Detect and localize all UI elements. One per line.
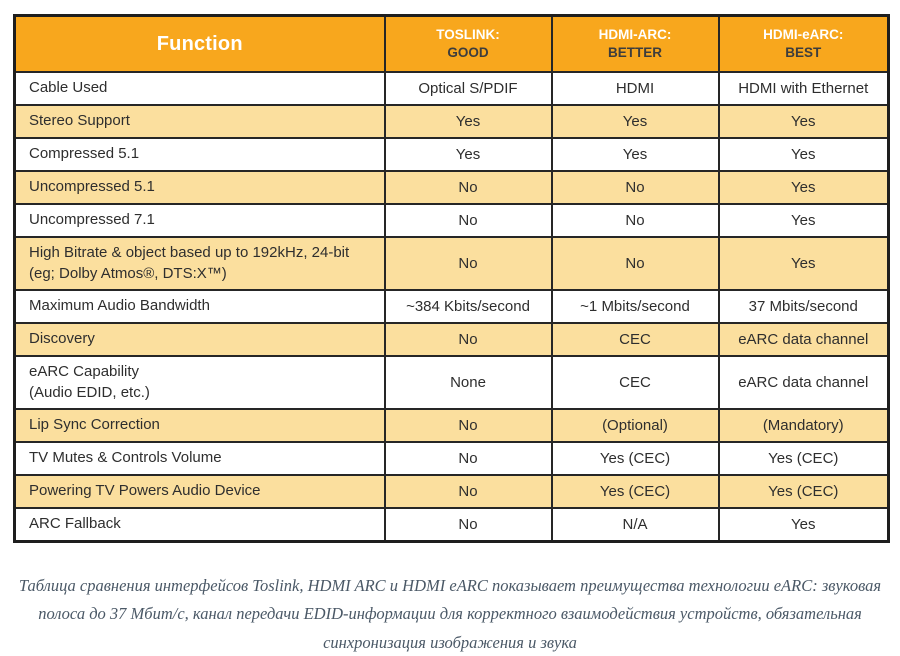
table-header: Function TOSLINK: GOOD HDMI-ARC: BETTER … bbox=[13, 14, 890, 73]
toslink-header-label: TOSLINK: bbox=[436, 26, 500, 42]
value-cell: No bbox=[383, 170, 553, 205]
table-row: TV Mutes & Controls Volume No Yes (CEC) Yes… bbox=[13, 441, 890, 476]
toslink-header-rating: GOOD bbox=[447, 45, 489, 60]
value-cell: Optical S/PDIF bbox=[383, 71, 553, 106]
function-cell: Cable Used bbox=[13, 71, 386, 106]
function-cell: eARC Capability (Audio EDID, etc.) bbox=[13, 355, 386, 410]
value-cell: ~384 Kbits/second bbox=[383, 289, 553, 324]
value-cell: No bbox=[383, 408, 553, 443]
value-cell: Yes bbox=[383, 137, 553, 172]
function-cell: ARC Fallback bbox=[13, 507, 386, 542]
value-cell: Yes bbox=[717, 236, 890, 291]
hdmi-earc-header-cell: HDMI-eARC: BEST bbox=[717, 14, 890, 73]
value-cell: Yes bbox=[717, 203, 890, 238]
value-cell: Yes bbox=[550, 104, 720, 139]
value-cell: Yes bbox=[717, 170, 890, 205]
figure-caption-text: Таблица сравнения интерфейсов Toslink, H… bbox=[18, 576, 882, 652]
value-cell: No bbox=[550, 236, 720, 291]
function-cell: TV Mutes & Controls Volume bbox=[13, 441, 386, 476]
hdmi-earc-header-label: HDMI-eARC: bbox=[763, 26, 844, 42]
value-cell: Yes bbox=[550, 137, 720, 172]
value-cell: No bbox=[383, 507, 553, 542]
value-cell: (Mandatory) bbox=[717, 408, 890, 443]
table-row: Compressed 5.1 Yes Yes Yes bbox=[13, 137, 890, 172]
header-row: Function TOSLINK: GOOD HDMI-ARC: BETTER … bbox=[13, 14, 890, 73]
table-row: Cable Used Optical S/PDIF HDMI HDMI with Et… bbox=[13, 71, 890, 106]
value-cell: No bbox=[383, 236, 553, 291]
value-cell: Yes bbox=[717, 137, 890, 172]
value-cell: eARC data channel bbox=[717, 355, 890, 410]
table-row: Lip Sync Correction No (Optional) (Mandator… bbox=[13, 408, 890, 443]
hdmi-arc-header-label: HDMI-ARC: bbox=[598, 26, 672, 42]
value-cell: 37 Mbits/second bbox=[717, 289, 890, 324]
value-cell: No bbox=[550, 170, 720, 205]
table-row: Uncompressed 5.1 No No Yes bbox=[13, 170, 890, 205]
hdmi-earc-header-rating: BEST bbox=[785, 45, 822, 60]
value-cell: None bbox=[383, 355, 553, 410]
value-cell: CEC bbox=[550, 322, 720, 357]
table-row: High Bitrate & object based up to 192kHz… bbox=[13, 236, 890, 291]
value-cell: ~1 Mbits/second bbox=[550, 289, 720, 324]
value-cell: No bbox=[383, 203, 553, 238]
function-cell: Lip Sync Correction bbox=[13, 408, 386, 443]
function-cell: Compressed 5.1 bbox=[13, 137, 386, 172]
value-cell: Yes (CEC) bbox=[550, 441, 720, 476]
function-header-cell: Function bbox=[13, 14, 386, 73]
table-row: Discovery No CEC eARC data channel bbox=[13, 322, 890, 357]
value-cell: Yes bbox=[717, 104, 890, 139]
value-cell: Yes (CEC) bbox=[550, 474, 720, 509]
function-cell: Stereo Support bbox=[13, 104, 386, 139]
table-row: ARC Fallback No N/A Yes bbox=[13, 507, 890, 542]
value-cell: No bbox=[383, 322, 553, 357]
table-row: Uncompressed 7.1 No No Yes bbox=[13, 203, 890, 238]
toslink-header-cell: TOSLINK: GOOD bbox=[383, 14, 553, 73]
function-cell: Uncompressed 7.1 bbox=[13, 203, 386, 238]
value-cell: Yes bbox=[717, 507, 890, 542]
value-cell: Yes (CEC) bbox=[717, 474, 890, 509]
value-cell: Yes (CEC) bbox=[717, 441, 890, 476]
value-cell: CEC bbox=[550, 355, 720, 410]
value-cell: (Optional) bbox=[550, 408, 720, 443]
value-cell: N/A bbox=[550, 507, 720, 542]
function-cell: Uncompressed 5.1 bbox=[13, 170, 386, 205]
figure-caption: Таблица сравнения интерфейсов Toslink, H… bbox=[0, 572, 900, 656]
value-cell: eARC data channel bbox=[717, 322, 890, 357]
table-row: eARC Capability (Audio EDID, etc.) None CE… bbox=[13, 355, 890, 410]
value-cell: No bbox=[383, 474, 553, 509]
comparison-table: Function TOSLINK: GOOD HDMI-ARC: BETTER … bbox=[13, 14, 890, 543]
function-cell: Discovery bbox=[13, 322, 386, 357]
function-cell: Maximum Audio Bandwidth bbox=[13, 289, 386, 324]
value-cell: HDMI bbox=[550, 71, 720, 106]
hdmi-arc-header-rating: BETTER bbox=[608, 45, 662, 60]
value-cell: No bbox=[550, 203, 720, 238]
value-cell: HDMI with Ethernet bbox=[717, 71, 890, 106]
hdmi-arc-header-cell: HDMI-ARC: BETTER bbox=[550, 14, 720, 73]
table-row: Stereo Support Yes Yes Yes bbox=[13, 104, 890, 139]
table-body: Cable Used Optical S/PDIF HDMI HDMI with Et… bbox=[13, 71, 890, 542]
function-cell: High Bitrate & object based up to 192kHz… bbox=[13, 236, 386, 291]
function-cell: Powering TV Powers Audio Device bbox=[13, 474, 386, 509]
value-cell: Yes bbox=[383, 104, 553, 139]
value-cell: No bbox=[383, 441, 553, 476]
table-row: Powering TV Powers Audio Device No Yes (CE… bbox=[13, 474, 890, 509]
table-row: Maximum Audio Bandwidth ~384 Kbits/second… bbox=[13, 289, 890, 324]
